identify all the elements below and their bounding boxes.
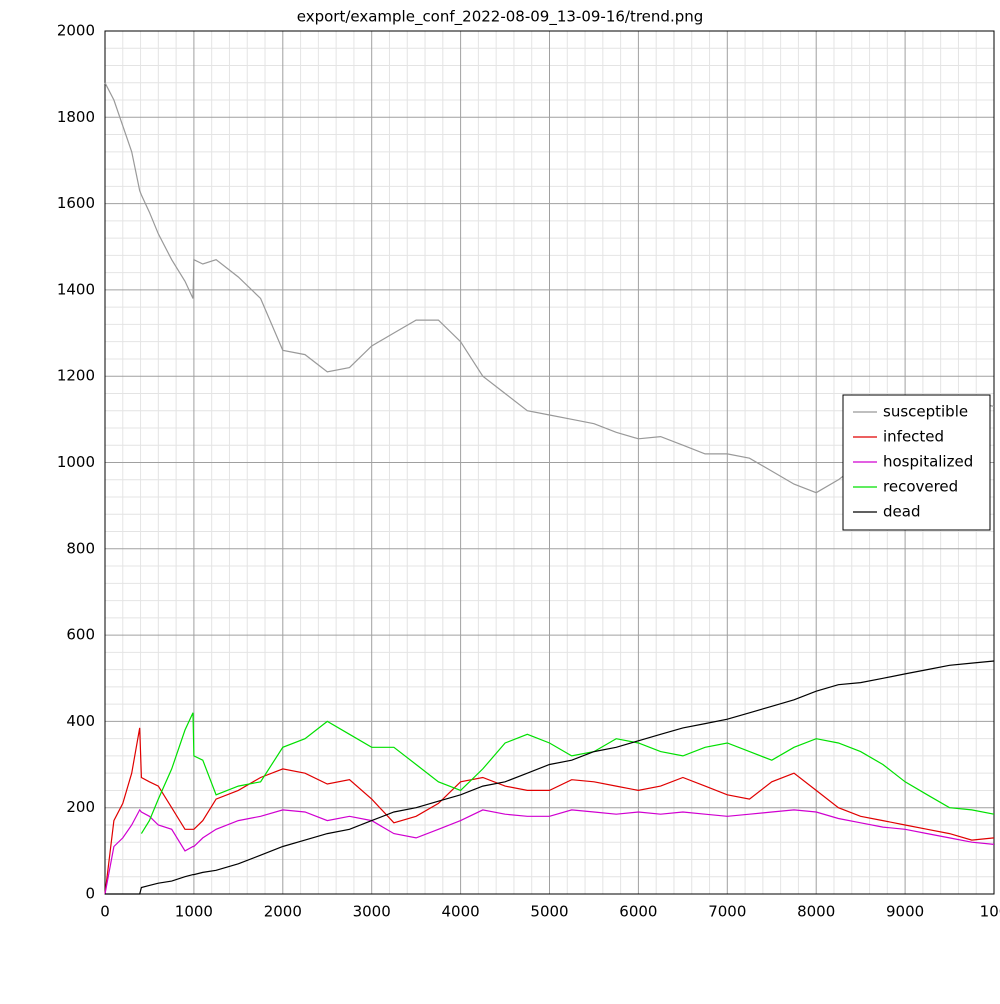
x-tick-label: 8000 [797, 903, 835, 921]
x-tick-label: 2000 [264, 903, 302, 921]
y-tick-label: 200 [66, 798, 95, 816]
x-tick-label: 3000 [353, 903, 391, 921]
y-tick-label: 1600 [57, 194, 95, 212]
y-tick-label: 1200 [57, 367, 95, 385]
x-tick-label: 6000 [619, 903, 657, 921]
y-tick-label: 800 [66, 539, 95, 557]
x-tick-label: 5000 [530, 903, 568, 921]
y-tick-label: 600 [66, 626, 95, 644]
y-tick-label: 1000 [57, 453, 95, 471]
series-line [104, 82, 995, 494]
x-tick-label: 7000 [708, 903, 746, 921]
y-tick-label: 2000 [57, 22, 95, 40]
x-tick-label: 100 [980, 903, 1000, 921]
x-tick-label: 4000 [442, 903, 480, 921]
y-tick-label: 1400 [57, 280, 95, 298]
legend-label: infected [883, 428, 944, 446]
chart-title: export/example_conf_2022-08-09_13-09-16/… [297, 8, 704, 27]
x-tick-label: 0 [100, 903, 110, 921]
legend-label: recovered [883, 478, 958, 496]
x-tick-label: 9000 [886, 903, 924, 921]
series-line [140, 712, 995, 834]
legend-label: susceptible [883, 403, 968, 421]
series-line [104, 727, 995, 895]
plot-frame [104, 30, 995, 895]
series-line [104, 808, 995, 895]
series-line [105, 660, 995, 895]
legend-label: hospitalized [883, 453, 973, 471]
legend-label: dead [883, 503, 920, 521]
x-tick-label: 1000 [175, 903, 213, 921]
y-tick-label: 0 [85, 885, 95, 903]
y-tick-label: 1800 [57, 108, 95, 126]
y-tick-label: 400 [66, 712, 95, 730]
